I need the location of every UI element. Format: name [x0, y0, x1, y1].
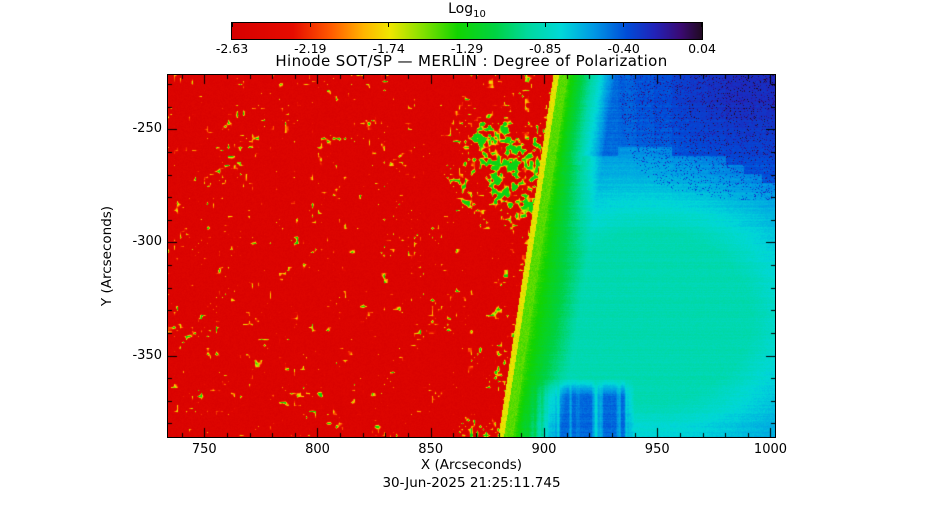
y-tick-label: -250	[132, 121, 162, 137]
colorbar-tick	[310, 23, 311, 27]
chart-title: Hinode SOT/SP — MERLIN : Degree of Polar…	[275, 52, 668, 70]
y-tick-label: -300	[132, 234, 162, 250]
colorbar-tick	[623, 23, 624, 27]
x-tick-label: 900	[531, 442, 557, 457]
x-tick-label: 950	[644, 442, 670, 457]
colorbar-tick	[701, 23, 702, 27]
colorbar-tick-label: -0.85	[529, 41, 562, 56]
y-tick-label: -350	[132, 347, 162, 363]
heatmap-canvas	[168, 75, 775, 437]
colorbar-tick-label: -2.63	[215, 41, 249, 56]
colorbar-tick	[232, 23, 233, 27]
x-tick-label: 1000	[753, 442, 788, 457]
plot-area	[167, 74, 776, 438]
colorbar-tick-label: 0.04	[688, 41, 716, 56]
colorbar-tick	[388, 23, 389, 27]
x-tick-label: 800	[305, 442, 330, 457]
x-tick-label: 750	[191, 442, 217, 457]
colorbar-tick-label: -1.74	[372, 41, 405, 56]
x-axis-label: X (Arcseconds)	[420, 457, 523, 473]
colorbar-tick-label: -1.29	[450, 41, 484, 56]
x-tick-label: 850	[418, 442, 444, 457]
y-axis-label: Y (Arcseconds)	[99, 205, 115, 307]
colorbar	[231, 22, 703, 40]
colorbar-tick	[467, 23, 468, 27]
colorbar-tick-label: -2.19	[294, 41, 327, 56]
colorbar-title-text: Log	[448, 1, 474, 17]
colorbar-title: Log10	[231, 1, 703, 20]
colorbar-tick	[545, 23, 546, 27]
colorbar-tick-label: -0.40	[607, 41, 640, 56]
timestamp-caption: 30-Jun-2025 21:25:11.745	[382, 475, 561, 491]
colorbar-title-subscript: 10	[473, 8, 486, 20]
